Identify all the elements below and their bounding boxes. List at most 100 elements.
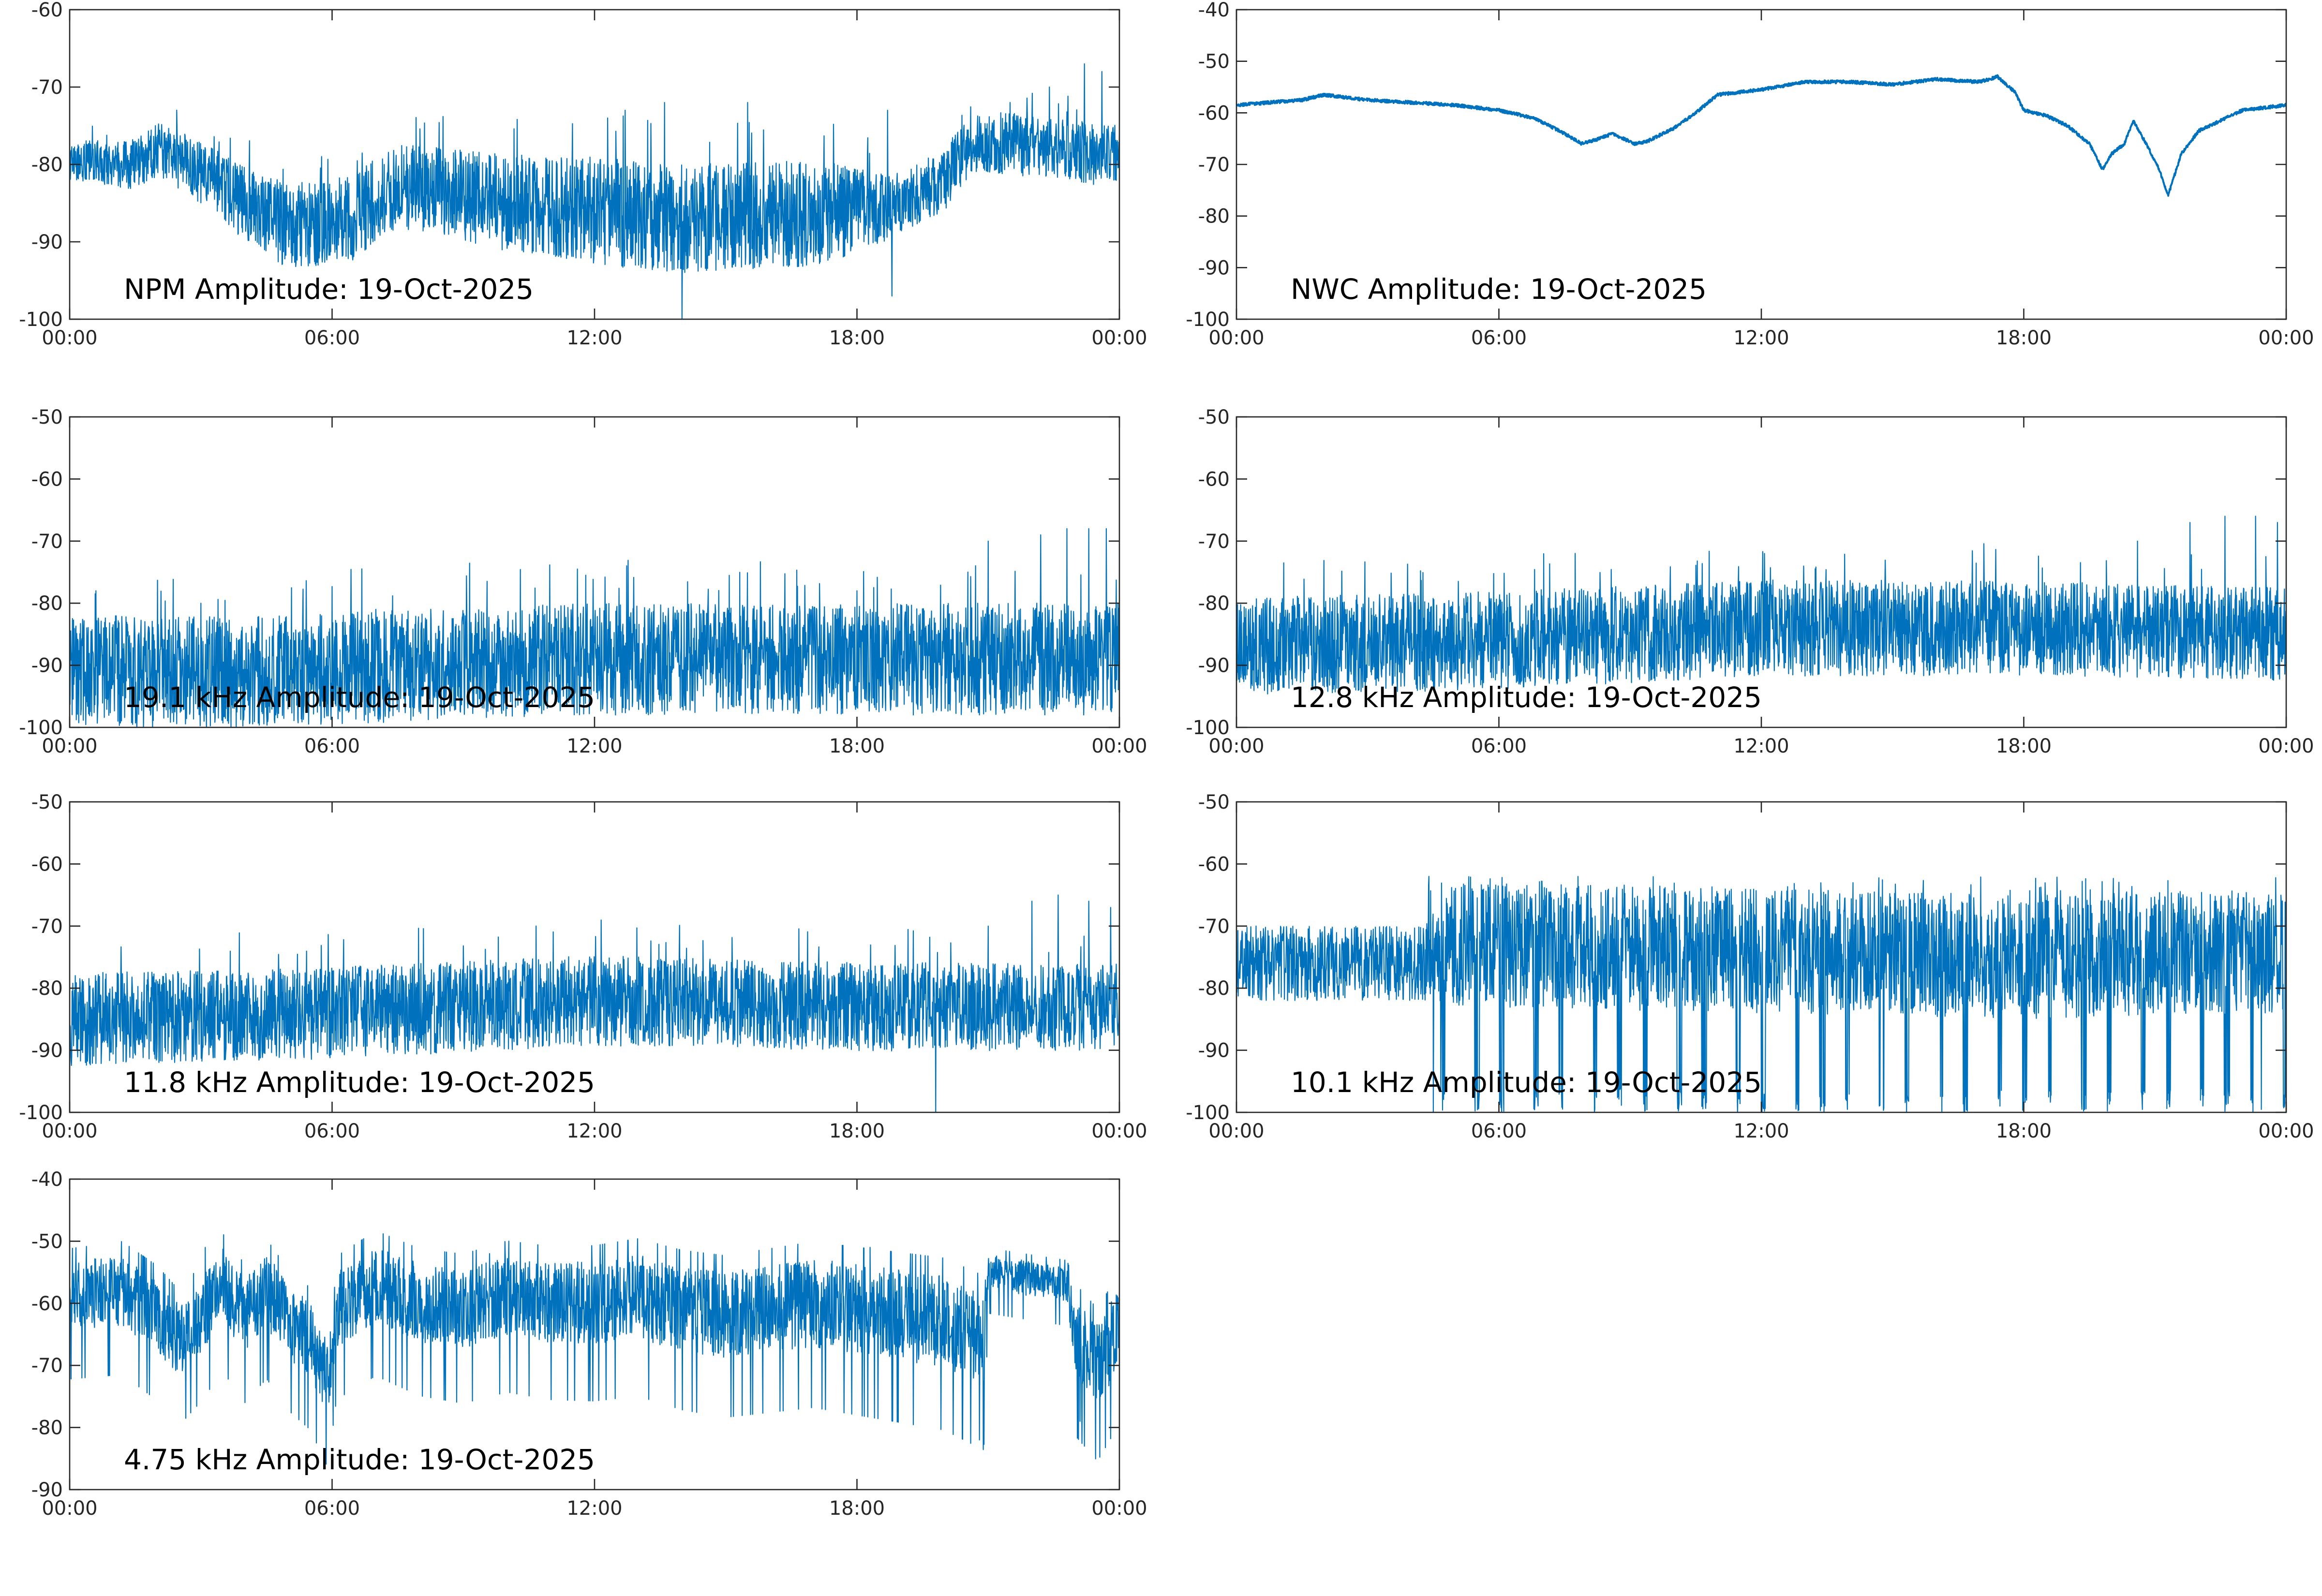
y-tick-label: -60 [1198,102,1230,124]
x-tick-label: 06:00 [304,1120,360,1142]
y-tick-label: -80 [31,977,63,1000]
y-tick-label: -50 [1198,406,1230,429]
x-tick-label: 12:00 [566,1497,622,1520]
y-tick-label: -60 [1198,468,1230,490]
y-tick-label: -80 [31,154,63,176]
y-tick-label: -100 [1186,309,1230,331]
series-line [70,528,1119,727]
chart-panels: 00:00 06:00 12:00 18:00 00:00-100-90-80-70-6… [19,0,2314,1520]
y-tick-label: -40 [31,1168,63,1191]
y-tick-label: -60 [31,853,63,875]
panel-title: NPM Amplitude: 19-Oct-2025 [124,273,534,306]
y-tick-label: -70 [1198,916,1230,938]
x-tick-label: 06:00 [1471,327,1527,349]
y-tick-label: -50 [1198,791,1230,813]
y-tick-label: -50 [31,406,63,429]
y-tick-label: -90 [31,1040,63,1062]
y-tick-label: -100 [19,309,63,331]
y-tick-label: -90 [1198,257,1230,279]
y-tick-label: -90 [1198,655,1230,677]
x-tick-label: 18:00 [829,1497,885,1520]
x-tick-label: 06:00 [304,327,360,349]
x-tick-label: 12:00 [566,735,622,757]
x-tick-label: 00:00 [1208,1120,1264,1142]
x-tick-label: 18:00 [829,327,885,349]
y-tick-label: -100 [19,717,63,739]
x-tick-label: 06:00 [1471,735,1527,757]
x-tick-label: 12:00 [1733,327,1789,349]
x-tick-label: 06:00 [304,1497,360,1520]
y-tick-label: -50 [1198,51,1230,73]
chart-panel: 00:00 06:00 12:00 18:00 00:00-100-90-80-70-6… [19,791,1147,1142]
x-tick-label: 00:00 [42,327,97,349]
x-tick-label: 00:00 [1208,735,1264,757]
y-tick-label: -100 [1186,1102,1230,1124]
y-tick-label: -60 [31,0,63,21]
y-tick-label: -80 [1198,592,1230,615]
x-tick-label: 06:00 [1471,1120,1527,1142]
x-tick-label: 00:00 [1208,327,1264,349]
y-tick-label: -80 [31,1417,63,1439]
y-tick-label: -80 [1198,206,1230,228]
y-tick-label: -60 [31,1293,63,1315]
y-tick-label: -70 [31,531,63,553]
y-tick-label: -70 [31,76,63,99]
y-tick-label: -80 [1198,977,1230,1000]
x-tick-label: 00:00 [1091,1497,1147,1520]
y-tick-label: -40 [1198,0,1230,21]
y-tick-label: -60 [31,468,63,490]
x-tick-label: 06:00 [304,735,360,757]
x-tick-label: 00:00 [2258,735,2314,757]
series-line [1236,74,2286,197]
panel-title: 19.1 kHz Amplitude: 19-Oct-2025 [124,681,595,714]
y-tick-label: -90 [1198,1040,1230,1062]
x-tick-label: 12:00 [1733,735,1789,757]
y-tick-label: -50 [31,1230,63,1253]
series-line [70,63,1119,319]
y-tick-label: -90 [31,655,63,677]
y-tick-label: -90 [31,1479,63,1501]
x-tick-label: 00:00 [1091,735,1147,757]
x-tick-label: 00:00 [42,1497,97,1520]
y-tick-label: -80 [31,592,63,615]
chart-panel: 00:00 06:00 12:00 18:00 00:00-100-90-80-70-6… [1186,406,2314,757]
x-tick-label: 12:00 [566,327,622,349]
y-tick-label: -60 [1198,853,1230,875]
panel-title: 12.8 kHz Amplitude: 19-Oct-2025 [1291,681,1762,714]
y-tick-label: -70 [1198,531,1230,553]
x-tick-label: 18:00 [829,735,885,757]
series-line [70,1233,1119,1465]
x-tick-label: 00:00 [2258,327,2314,349]
x-tick-label: 00:00 [42,1120,97,1142]
series-line [1236,516,2286,695]
y-tick-label: -70 [1198,154,1230,176]
chart-panel: 00:00 06:00 12:00 18:00 00:00-90-80-70-60-50… [31,1168,1147,1520]
panel-title: 10.1 kHz Amplitude: 19-Oct-2025 [1291,1066,1762,1099]
y-tick-label: -50 [31,791,63,813]
panel-title: 4.75 kHz Amplitude: 19-Oct-2025 [124,1443,595,1476]
chart-panel: 00:00 06:00 12:00 18:00 00:00-100-90-80-70-6… [19,406,1147,757]
x-tick-label: 18:00 [829,1120,885,1142]
x-tick-label: 18:00 [1996,327,2052,349]
x-tick-label: 12:00 [1733,1120,1789,1142]
x-tick-label: 18:00 [1996,1120,2052,1142]
x-tick-label: 18:00 [1996,735,2052,757]
series-line [70,894,1119,1112]
x-tick-label: 00:00 [1091,1120,1147,1142]
x-tick-label: 00:00 [2258,1120,2314,1142]
panel-title: 11.8 kHz Amplitude: 19-Oct-2025 [124,1066,595,1099]
chart-panel: 00:00 06:00 12:00 18:00 00:00-100-90-80-70-6… [19,0,1147,349]
y-tick-label: -70 [31,916,63,938]
y-tick-label: -100 [19,1102,63,1124]
y-tick-label: -90 [31,231,63,253]
chart-panel: 00:00 06:00 12:00 18:00 00:00-100-90-80-70-6… [1186,0,2314,349]
chart-panel: 00:00 06:00 12:00 18:00 00:00-100-90-80-70-6… [1186,791,2314,1142]
y-tick-label: -100 [1186,717,1230,739]
x-tick-label: 00:00 [1091,327,1147,349]
y-tick-label: -70 [31,1355,63,1377]
x-tick-label: 00:00 [42,735,97,757]
panel-title: NWC Amplitude: 19-Oct-2025 [1291,273,1707,306]
x-tick-label: 12:00 [566,1120,622,1142]
